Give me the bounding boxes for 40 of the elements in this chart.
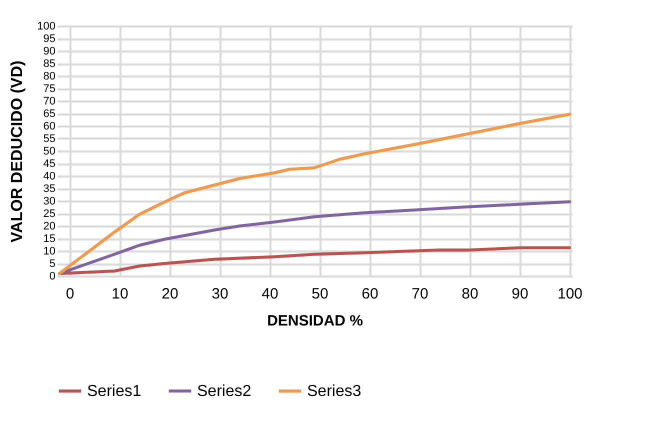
- y-tick-label: 70: [43, 96, 56, 108]
- y-tick-label: 75: [43, 83, 56, 95]
- y-axis-title: VALOR DEDUCIDO (VD): [9, 60, 26, 242]
- x-tick-label: 10: [112, 286, 128, 302]
- y-tick-label: 25: [43, 208, 56, 220]
- x-axis-title: DENSIDAD %: [267, 312, 363, 330]
- y-tick-label: 60: [43, 120, 56, 132]
- x-tick-label: 80: [462, 286, 478, 302]
- y-tick-label: 15: [43, 233, 56, 245]
- y-tick-label: 45: [43, 158, 56, 170]
- y-tick-label: 65: [43, 108, 56, 120]
- x-tick-label: 70: [412, 286, 428, 302]
- y-tick-label: 90: [43, 46, 56, 58]
- x-tick-label: 30: [212, 286, 228, 302]
- x-tick-label: 20: [162, 286, 178, 302]
- line-series: [58, 200, 571, 275]
- y-tick-label: 0: [49, 270, 56, 282]
- y-tick-label: 20: [43, 220, 56, 232]
- y-tick-label: 10: [43, 246, 56, 258]
- y-tick-label: 35: [43, 183, 56, 195]
- legend-label: Series2: [197, 383, 252, 400]
- y-tick-label: 95: [43, 33, 56, 45]
- x-tick-label: 40: [262, 286, 278, 302]
- x-tick-label: 60: [362, 286, 378, 302]
- y-tick-label: 55: [43, 133, 56, 145]
- y-tick-label: 85: [43, 58, 56, 70]
- y-tick-label: 100: [37, 20, 56, 32]
- y-tick-label: 5: [49, 258, 56, 270]
- legend-label: Series1: [87, 383, 142, 400]
- legend-label: Series3: [307, 383, 362, 400]
- line-series: [58, 112, 571, 275]
- x-tick-label: 0: [66, 286, 74, 302]
- y-tick-label: 40: [43, 170, 56, 182]
- x-tick-label: 90: [512, 286, 528, 302]
- line-series: [58, 246, 571, 275]
- y-tick-label: 50: [43, 146, 56, 158]
- x-tick-label: 100: [557, 286, 583, 302]
- y-tick-label: 30: [43, 196, 56, 208]
- x-tick-label: 50: [312, 286, 328, 302]
- y-tick-label: 80: [43, 70, 56, 82]
